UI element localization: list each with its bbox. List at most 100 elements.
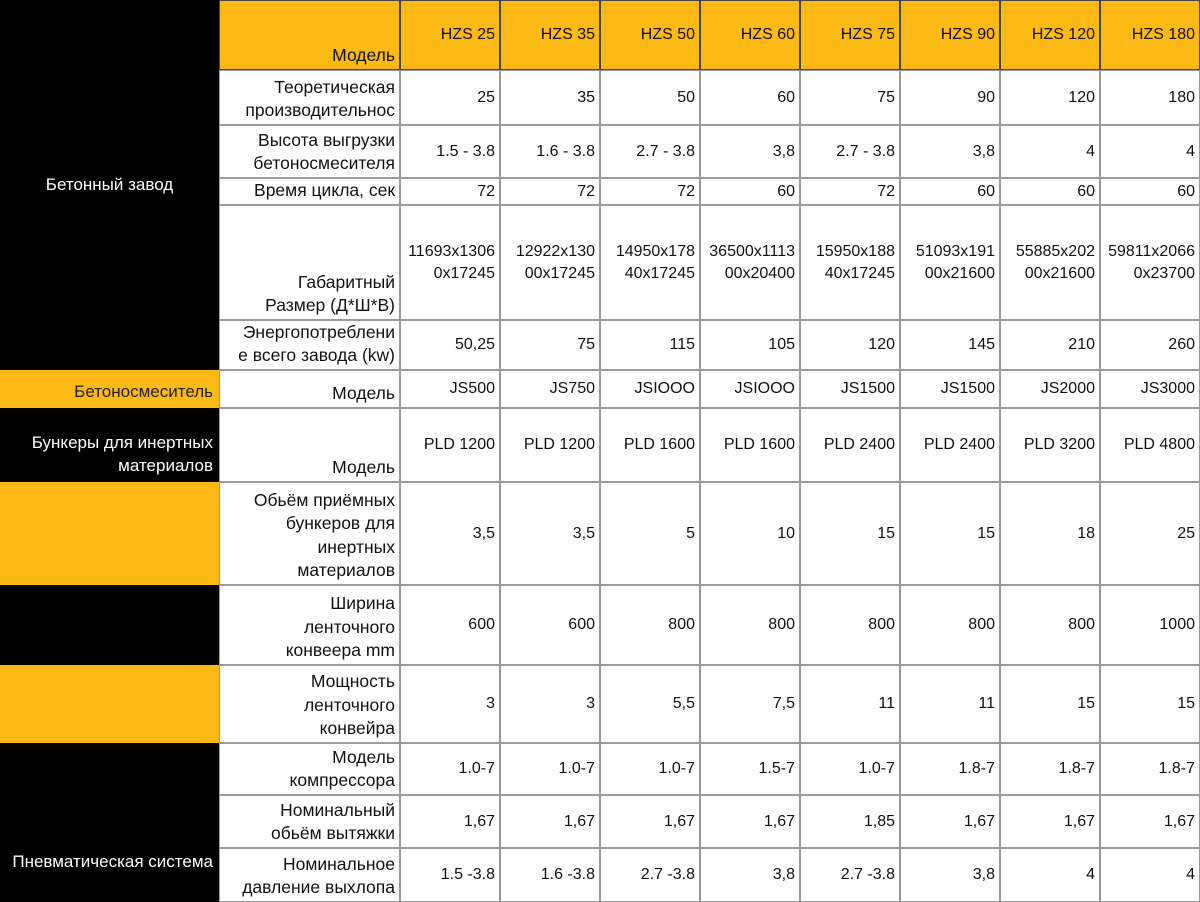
value: 1,67 <box>563 812 595 830</box>
value-cell: 1.8-7 <box>1100 743 1200 795</box>
value: 60 <box>1177 182 1195 200</box>
value: 800 <box>768 616 795 634</box>
value: 1,67 <box>663 812 695 830</box>
value-cell: 800 <box>1000 585 1100 665</box>
value-cell: 3,5 <box>400 482 500 585</box>
value-cell: 15 <box>1000 665 1100 743</box>
value-cell: 4 <box>1000 848 1100 902</box>
row-label: Время цикла, сек <box>219 178 400 205</box>
value-cell: PLD 2400 <box>900 408 1000 482</box>
value: 1.8-7 <box>958 760 995 778</box>
value: 3 <box>486 695 495 713</box>
value-cell: 7,5 <box>700 665 800 743</box>
value: 3,5 <box>572 524 595 542</box>
value-cell: 120 <box>1000 70 1100 125</box>
value-cell: 120 <box>800 320 900 370</box>
value-cell: 51093x19100x21600 <box>900 205 1000 320</box>
value-cell: 4 <box>1100 125 1200 178</box>
value-cell: 5 <box>600 482 700 585</box>
value: PLD 1200 <box>523 436 595 454</box>
value: PLD 2400 <box>823 436 895 454</box>
value: 1.8-7 <box>1058 760 1095 778</box>
value-cell: JS2000 <box>1000 370 1100 408</box>
model-name: HZS 35 <box>540 26 595 44</box>
row-label: Номинальное давление выхлопа <box>219 848 400 902</box>
value: JS500 <box>449 380 495 398</box>
value: 4 <box>1086 142 1095 160</box>
value: 1.0-7 <box>558 760 595 778</box>
value: 1.0-7 <box>858 760 895 778</box>
value-cell: 180 <box>1100 70 1200 125</box>
value: 800 <box>968 616 995 634</box>
value: 800 <box>868 616 895 634</box>
value: 18 <box>1077 524 1095 542</box>
value-cell: 115 <box>600 320 700 370</box>
value-cell: JS1500 <box>900 370 1000 408</box>
label-line: Энергопотреблени <box>242 321 395 342</box>
value-cell: 75 <box>800 70 900 125</box>
value-cell: 72 <box>400 178 500 205</box>
label-line: бункеров для <box>285 513 395 534</box>
row-label: Ширина ленточного конвеера mm <box>219 585 400 665</box>
value-cell: 50,25 <box>400 320 500 370</box>
value: 4 <box>1186 866 1195 884</box>
value-cell: PLD 1200 <box>400 408 500 482</box>
value-cell: 1.8-7 <box>1000 743 1100 795</box>
value: 12922x13000x17245 <box>515 242 595 282</box>
value: 1.8-7 <box>1158 760 1195 778</box>
value: JSIOOO <box>734 380 795 398</box>
section-title: Бункеры для инертных материалов <box>31 433 213 476</box>
value: PLD 1600 <box>623 436 695 454</box>
value-cell: 1,67 <box>1000 795 1100 848</box>
value-cell: 14950x17840x17245 <box>600 205 700 320</box>
value-cell: 75 <box>500 320 600 370</box>
value: 2.7 - 3.8 <box>636 142 695 160</box>
value-cell: 55885x20200x21600 <box>1000 205 1100 320</box>
value: 4 <box>1086 866 1095 884</box>
value: 75 <box>877 88 895 106</box>
label-line: конвейра <box>319 718 395 739</box>
label-line: материалов <box>297 560 395 581</box>
value-cell: 1.0-7 <box>600 743 700 795</box>
value: 3,8 <box>772 866 795 884</box>
value-cell: 1.0-7 <box>400 743 500 795</box>
value: 800 <box>668 616 695 634</box>
value-cell: 60 <box>1100 178 1200 205</box>
model-name: HZS 50 <box>640 26 695 44</box>
value: JS2000 <box>1040 380 1095 398</box>
model-header: HZS 75 <box>800 0 900 70</box>
value: 11693x13060x17245 <box>408 242 495 282</box>
value-cell: JSIOOO <box>700 370 800 408</box>
value: 800 <box>1068 616 1095 634</box>
value-cell: 800 <box>900 585 1000 665</box>
value-cell: 1,67 <box>700 795 800 848</box>
value: 3,8 <box>972 142 995 160</box>
label-line: Модель <box>332 746 395 767</box>
label-line: компрессора <box>289 770 395 791</box>
value: 55885x20200x21600 <box>1015 242 1095 282</box>
model-name: HZS 90 <box>940 26 995 44</box>
value: 1.6 - 3.8 <box>536 142 595 160</box>
value-cell: 3,8 <box>700 125 800 178</box>
model-header: HZS 90 <box>900 0 1000 70</box>
value: 51093x19100x21600 <box>915 242 995 282</box>
value: 15 <box>1077 695 1095 713</box>
value: 25 <box>1177 524 1195 542</box>
value: 3 <box>586 695 595 713</box>
value: 11 <box>978 695 995 713</box>
value-cell: 2.7 -3.8 <box>600 848 700 902</box>
value: JS1500 <box>940 380 995 398</box>
value-cell: 1000 <box>1100 585 1200 665</box>
value: 1,67 <box>1163 812 1195 830</box>
model-header: HZS 35 <box>500 0 600 70</box>
label-line: производительнос <box>245 100 395 121</box>
model-name: HZS 75 <box>840 26 895 44</box>
model-header: HZS 120 <box>1000 0 1100 70</box>
value-cell: PLD 4800 <box>1100 408 1200 482</box>
value-cell: 25 <box>400 70 500 125</box>
value: 2.7 - 3.8 <box>836 142 895 160</box>
value: 1.0-7 <box>658 760 695 778</box>
value-cell: 12922x13000x17245 <box>500 205 600 320</box>
value: 5,5 <box>672 695 695 713</box>
